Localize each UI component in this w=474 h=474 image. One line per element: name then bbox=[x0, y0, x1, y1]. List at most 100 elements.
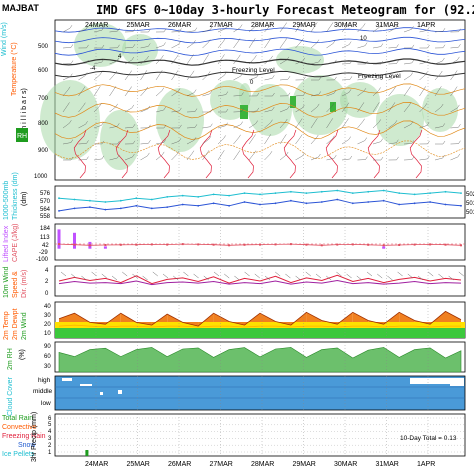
rh-area bbox=[58, 347, 462, 373]
p5-tick-10: 10 bbox=[44, 331, 51, 337]
series-point-mslp bbox=[259, 203, 261, 206]
p1-tick-600: 600 bbox=[38, 68, 49, 74]
temp-area bbox=[58, 310, 462, 328]
p2-label-2: Thickness (dm) bbox=[12, 172, 19, 220]
series-point-mslp bbox=[336, 198, 339, 201]
wind-barb-flag bbox=[303, 92, 306, 96]
wind-barb bbox=[140, 46, 149, 49]
lifted-point bbox=[367, 243, 370, 246]
wind-barb bbox=[109, 73, 115, 81]
wind-barb bbox=[341, 92, 350, 97]
wind-barb-flag bbox=[457, 56, 460, 61]
surface-wind-barbs bbox=[60, 271, 464, 281]
wind-barb-flag bbox=[224, 72, 227, 76]
wind-barb bbox=[62, 89, 69, 97]
p8-tick-4: 4 bbox=[48, 429, 52, 435]
series-point-mslp bbox=[320, 201, 323, 203]
series-point-mslp bbox=[429, 201, 431, 203]
wind-barb-flag bbox=[380, 74, 383, 78]
wind-barb-flag bbox=[349, 60, 353, 64]
wind-barb-flag bbox=[238, 54, 241, 58]
wind-speed-lines bbox=[58, 274, 462, 286]
wind-barb-flag bbox=[208, 71, 211, 75]
wind-barb bbox=[264, 78, 273, 81]
wind-barb-flag bbox=[132, 124, 136, 128]
wind-barb-flag bbox=[349, 41, 352, 45]
wind-barb bbox=[295, 121, 301, 129]
wind-barb bbox=[357, 78, 366, 81]
wind-barb bbox=[403, 105, 410, 113]
series-point-thickness bbox=[460, 192, 462, 195]
wind-barb-flag bbox=[334, 59, 337, 64]
p4-tick-0: 0 bbox=[45, 291, 49, 297]
series-point-thickness bbox=[212, 193, 215, 196]
wind-barb-flag bbox=[272, 106, 275, 111]
wind-barb bbox=[171, 110, 180, 113]
contour-red bbox=[73, 129, 87, 179]
wind-barb bbox=[202, 29, 211, 33]
p6-tick-60: 60 bbox=[44, 354, 51, 360]
lifted-point bbox=[259, 243, 261, 246]
wind-barb-flag bbox=[442, 140, 446, 145]
precip-grid bbox=[55, 417, 465, 453]
contour-line bbox=[54, 102, 466, 119]
rh-core bbox=[240, 105, 248, 119]
wind-barb-flag bbox=[378, 87, 381, 91]
wind-barb bbox=[78, 62, 87, 65]
wind-barb-flag bbox=[163, 124, 167, 129]
dewpt-line bbox=[58, 324, 461, 328]
wind-barb bbox=[450, 73, 456, 81]
series-point-thickness bbox=[228, 194, 231, 197]
wind-barb bbox=[248, 77, 257, 81]
wind-barb bbox=[171, 141, 180, 145]
series-point-thickness bbox=[197, 196, 200, 198]
wind-barb-flag bbox=[332, 40, 336, 44]
p8-tick-6: 6 bbox=[48, 416, 52, 422]
wind-barb bbox=[372, 141, 381, 145]
wind-barb bbox=[93, 74, 101, 81]
wind-barb-flag bbox=[253, 38, 256, 42]
wind-barb bbox=[186, 153, 193, 161]
wind-barb bbox=[62, 47, 72, 49]
wind-barb-flag bbox=[161, 87, 165, 91]
surface-barb bbox=[356, 275, 362, 281]
surface-barb bbox=[234, 275, 240, 281]
surface-barb bbox=[101, 273, 107, 279]
wind-barb bbox=[124, 127, 134, 129]
surface-barb bbox=[183, 271, 189, 277]
surface-barb bbox=[448, 275, 454, 281]
wind-barb bbox=[140, 89, 146, 97]
series-point-mslp bbox=[150, 207, 153, 210]
wind-barb bbox=[419, 158, 428, 161]
series-point-thickness bbox=[367, 190, 370, 193]
wind-barb bbox=[279, 121, 286, 129]
wind-barb bbox=[434, 89, 440, 97]
wind-barb-flag bbox=[408, 86, 411, 90]
wind-barb-flag bbox=[225, 91, 229, 95]
wind-barb-flag bbox=[254, 23, 258, 27]
p4-tick-2: 2 bbox=[45, 279, 49, 285]
wind-barb bbox=[93, 106, 100, 113]
wind-barb bbox=[326, 157, 335, 161]
wind-barb bbox=[202, 42, 209, 49]
series-point-mslp bbox=[197, 204, 200, 207]
wind-barb bbox=[434, 73, 441, 81]
lifted-point bbox=[429, 243, 432, 246]
wind-barb bbox=[372, 27, 380, 33]
wind-barb bbox=[310, 42, 318, 49]
series-point-mslp bbox=[243, 201, 246, 203]
wind-barb-flag bbox=[411, 59, 415, 64]
date-axis-bottom: 24MAR 25MAR 26MAR 27MAR 28MAR 29MAR 30MAR 31MAR… bbox=[85, 461, 435, 468]
p3-tick-113: 113 bbox=[40, 235, 50, 241]
wind-barb bbox=[357, 45, 366, 49]
surface-barb bbox=[377, 273, 383, 279]
wind-barb-flag bbox=[117, 154, 120, 159]
surface-barb bbox=[417, 275, 424, 281]
wind-barb-flag bbox=[256, 92, 260, 97]
wind-barb-flag bbox=[253, 150, 257, 154]
wind-barb bbox=[279, 59, 288, 65]
wind-barb-flag bbox=[318, 58, 321, 63]
wind-barb-flag bbox=[144, 70, 148, 74]
wind-barb-flag bbox=[240, 73, 243, 77]
wind-barb-flag bbox=[129, 70, 132, 74]
